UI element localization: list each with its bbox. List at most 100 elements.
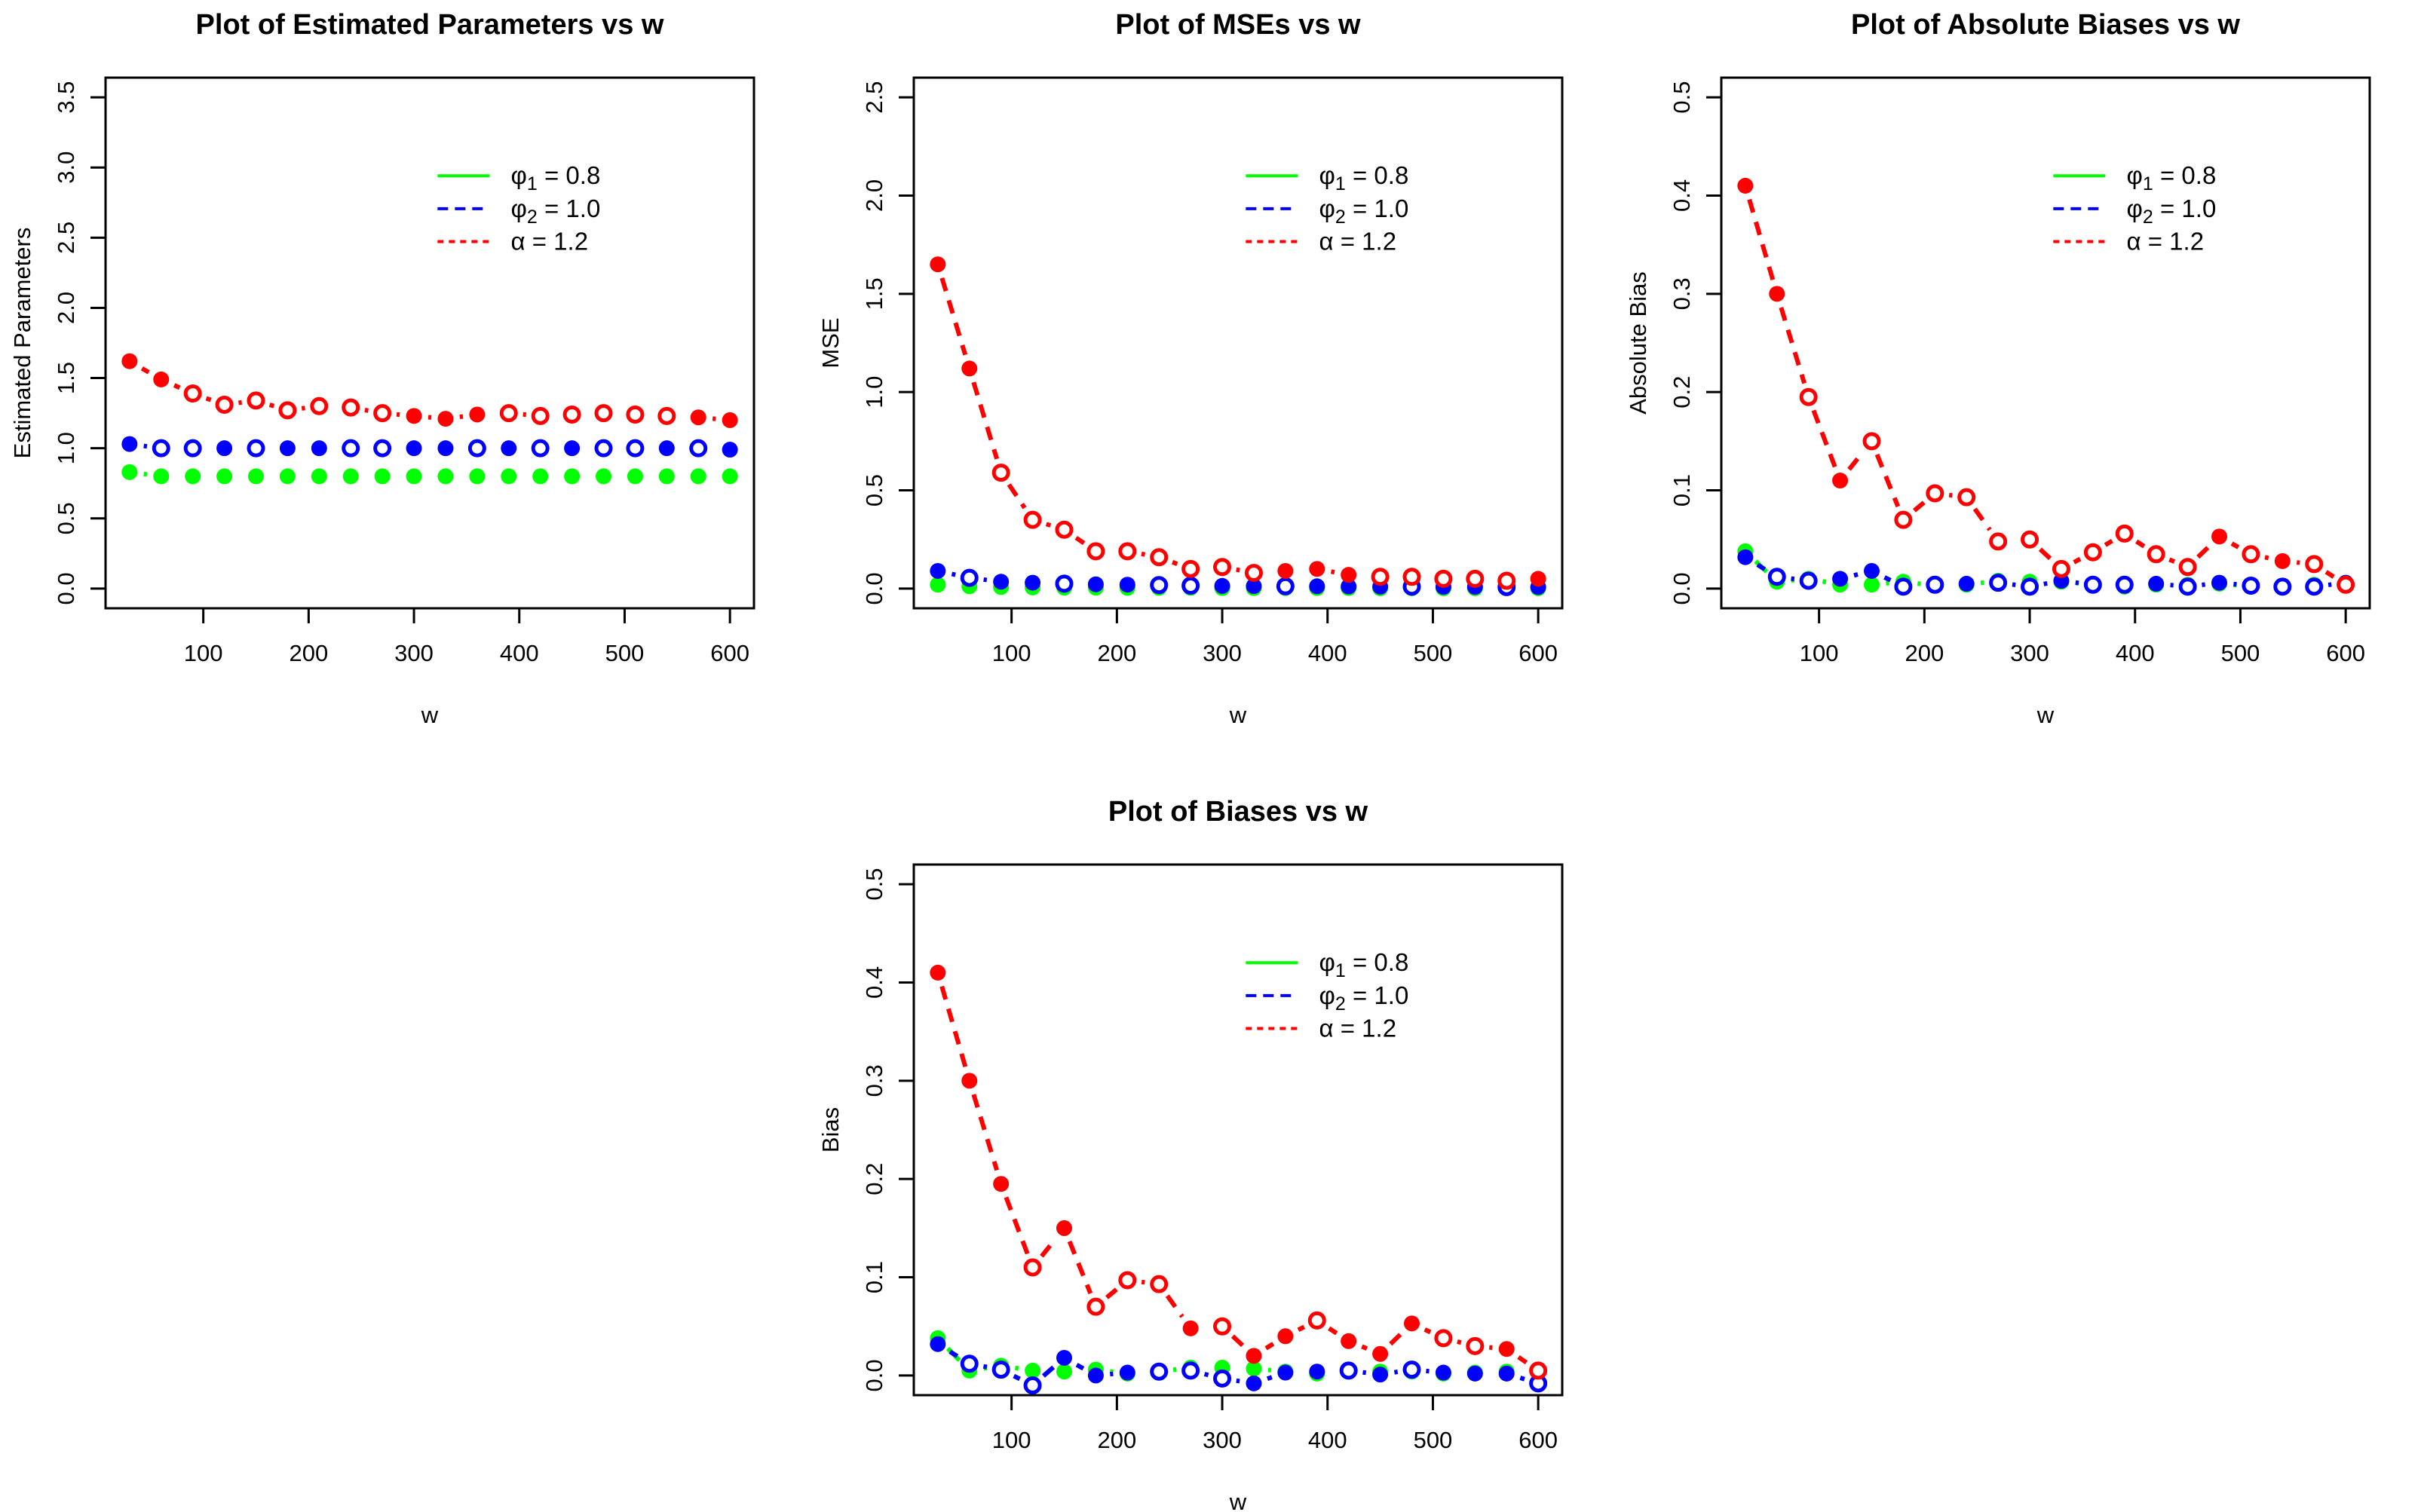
point-marker-filled xyxy=(1309,578,1325,595)
series-segment xyxy=(1266,1375,1273,1382)
point-marker-open xyxy=(689,439,708,458)
point-marker-filled xyxy=(1863,577,1880,593)
point-marker-open xyxy=(2337,575,2355,594)
series-segment xyxy=(143,471,148,477)
series-segment xyxy=(1423,1327,1432,1335)
plot-svg: Plot of Absolute Biases vs w 100 200 300 400… xyxy=(1625,9,2371,728)
series-segment xyxy=(2230,541,2240,549)
point-marker-filled xyxy=(185,468,201,485)
point-marker-filled xyxy=(1498,1365,1515,1382)
point-marker-filled xyxy=(1277,1328,1294,1345)
point-marker-open xyxy=(1894,510,1913,529)
series-segment xyxy=(2327,582,2332,587)
series-segment xyxy=(2043,581,2048,586)
series-segment xyxy=(1853,572,1859,578)
point-marker-open xyxy=(991,1360,1010,1379)
x-tick-label: 400 xyxy=(1308,640,1347,666)
point-marker-filled xyxy=(1182,1320,1199,1336)
point-marker-open xyxy=(1497,571,1516,590)
point-marker-filled xyxy=(961,1073,978,1089)
x-axis: 100 200 300 400 500 600 xyxy=(184,608,749,666)
series-segment xyxy=(364,408,369,413)
y-tick-label: 0.5 xyxy=(1669,81,1695,114)
x-axis-label: w xyxy=(2036,702,2055,728)
series-segment xyxy=(2196,544,2211,559)
point-marker-filled xyxy=(374,468,391,485)
point-marker-open xyxy=(1957,488,1976,507)
point-marker-open xyxy=(2273,577,2292,596)
point-marker-open xyxy=(1150,1275,1169,1293)
legend-label: φ2 = 1.0 xyxy=(2127,194,2217,228)
y-tick-label: 0.0 xyxy=(861,572,887,604)
point-marker-filled xyxy=(247,468,264,485)
point-marker-open xyxy=(183,384,202,403)
y-tick-label: 0.2 xyxy=(861,1163,887,1195)
series-segment xyxy=(1847,451,1865,471)
series-phi1 xyxy=(930,577,1546,596)
y-tick-label: 0.1 xyxy=(861,1261,887,1293)
point-marker-filled xyxy=(1119,1364,1135,1381)
x-axis-label: w xyxy=(1229,702,1247,728)
series-segment xyxy=(205,396,212,402)
chart-title: Plot of MSEs vs w xyxy=(1115,9,1361,41)
series-alpha xyxy=(1737,177,2355,594)
series-segment xyxy=(1917,581,1921,586)
series-segment xyxy=(1361,1344,1368,1351)
series-segment xyxy=(1264,1342,1275,1351)
point-marker-filled xyxy=(1737,177,1754,194)
series-segment xyxy=(1074,535,1086,546)
point-marker-filled xyxy=(437,411,454,427)
series-segment xyxy=(1014,1365,1019,1371)
series-segment xyxy=(1067,1240,1093,1295)
legend-label: φ2 = 1.0 xyxy=(1319,981,1409,1015)
y-tick-label: 0.1 xyxy=(1669,474,1695,507)
point-marker-filled xyxy=(1372,1367,1389,1383)
point-marker-open xyxy=(467,439,486,458)
point-marker-filled xyxy=(121,436,138,452)
legend-label: φ2 = 1.0 xyxy=(1319,194,1409,228)
point-marker-filled xyxy=(1056,1364,1072,1380)
series-segment xyxy=(2135,539,2146,549)
point-marker-open xyxy=(1118,1271,1137,1290)
x-tick-label: 600 xyxy=(1518,640,1558,666)
point-marker-filled xyxy=(1056,1349,1072,1366)
point-marker-open xyxy=(531,439,550,458)
series-phi1 xyxy=(1737,543,2354,595)
series-phi1 xyxy=(930,1330,1546,1382)
x-tick-label: 100 xyxy=(1800,640,1839,666)
point-marker-open xyxy=(594,404,613,423)
x-axis: 100 200 300 400 500 600 xyxy=(1800,608,2365,666)
point-marker-open xyxy=(1799,387,1818,406)
point-marker-filled xyxy=(1341,567,1357,583)
point-marker-filled xyxy=(722,442,738,458)
point-marker-open xyxy=(1862,432,1881,451)
point-marker-filled xyxy=(1246,578,1262,595)
point-marker-filled xyxy=(1246,1348,1262,1364)
point-marker-open xyxy=(626,405,645,424)
point-marker-filled xyxy=(1309,561,1325,577)
series-segment xyxy=(1013,1373,1021,1382)
legend-label: α = 1.2 xyxy=(1319,228,1397,256)
series-segment xyxy=(459,414,464,420)
series-segment xyxy=(2202,582,2206,587)
point-marker-open xyxy=(1466,1336,1485,1355)
x-tick-label: 200 xyxy=(289,640,328,666)
point-marker-open xyxy=(2083,575,2102,594)
point-marker-filled xyxy=(2211,574,2228,591)
point-marker-open xyxy=(1434,1329,1453,1348)
point-marker-filled xyxy=(1737,549,1754,565)
series-segment xyxy=(1883,575,1892,583)
point-marker-open xyxy=(247,391,265,410)
series-segment xyxy=(1517,1354,1528,1365)
point-marker-filled xyxy=(930,1336,946,1352)
legend-label: α = 1.2 xyxy=(511,228,589,256)
point-marker-open xyxy=(1767,568,1786,586)
point-marker-open xyxy=(215,395,234,414)
y-tick-label: 2.0 xyxy=(53,292,79,324)
point-marker-filled xyxy=(722,412,738,428)
x-tick-label: 100 xyxy=(992,1427,1031,1453)
y-tick-label: 0.0 xyxy=(861,1359,887,1391)
point-marker-filled xyxy=(2211,528,2228,545)
y-axis: 0.0 0.5 1.0 1.5 2.0 2.5 xyxy=(861,81,914,604)
point-marker-open xyxy=(1055,520,1074,539)
